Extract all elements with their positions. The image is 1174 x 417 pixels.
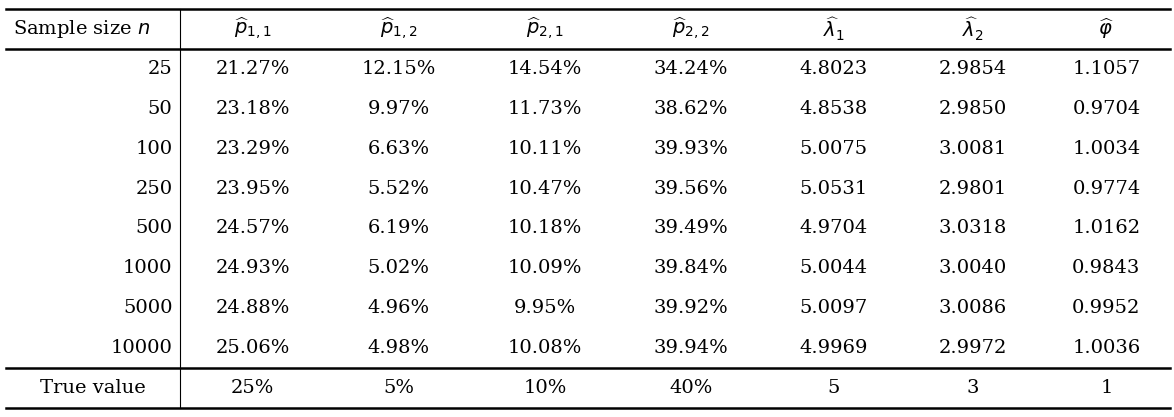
Text: 1000: 1000 — [123, 259, 173, 277]
Text: 50: 50 — [148, 100, 173, 118]
Text: 10.08%: 10.08% — [508, 339, 582, 357]
Text: 1: 1 — [1100, 379, 1113, 397]
Text: 2.9972: 2.9972 — [938, 339, 1007, 357]
Text: $\widehat{\varphi}$: $\widehat{\varphi}$ — [1099, 17, 1114, 41]
Text: 1.0162: 1.0162 — [1072, 219, 1140, 237]
Text: 3.0318: 3.0318 — [938, 219, 1007, 237]
Text: 5.02%: 5.02% — [367, 259, 430, 277]
Text: 5.0044: 5.0044 — [799, 259, 868, 277]
Text: 38.62%: 38.62% — [654, 100, 728, 118]
Text: 14.54%: 14.54% — [508, 60, 582, 78]
Text: 10.18%: 10.18% — [508, 219, 582, 237]
Text: 1.0036: 1.0036 — [1072, 339, 1140, 357]
Text: 23.95%: 23.95% — [215, 180, 290, 198]
Text: 100: 100 — [135, 140, 173, 158]
Text: 25: 25 — [148, 60, 173, 78]
Text: 39.94%: 39.94% — [654, 339, 729, 357]
Text: 5.0075: 5.0075 — [799, 140, 868, 158]
Text: 24.57%: 24.57% — [216, 219, 290, 237]
Text: 1.0034: 1.0034 — [1072, 140, 1140, 158]
Text: $\widehat{p}_{2,2}$: $\widehat{p}_{2,2}$ — [673, 16, 710, 42]
Text: $\widehat{p}_{1,2}$: $\widehat{p}_{1,2}$ — [380, 16, 418, 42]
Text: 500: 500 — [135, 219, 173, 237]
Text: 24.93%: 24.93% — [215, 259, 290, 277]
Text: 4.8023: 4.8023 — [799, 60, 868, 78]
Text: $\widehat{p}_{2,1}$: $\widehat{p}_{2,1}$ — [526, 16, 564, 42]
Text: 4.9704: 4.9704 — [799, 219, 868, 237]
Text: 5: 5 — [828, 379, 839, 397]
Text: 5.0097: 5.0097 — [799, 299, 868, 317]
Text: 10.09%: 10.09% — [508, 259, 582, 277]
Text: 9.97%: 9.97% — [367, 100, 430, 118]
Text: 10000: 10000 — [110, 339, 173, 357]
Text: 5000: 5000 — [123, 299, 173, 317]
Text: 11.73%: 11.73% — [508, 100, 582, 118]
Text: 25%: 25% — [231, 379, 275, 397]
Text: 0.9843: 0.9843 — [1072, 259, 1141, 277]
Text: 5%: 5% — [384, 379, 414, 397]
Text: 10%: 10% — [524, 379, 567, 397]
Text: Sample size $n$: Sample size $n$ — [13, 18, 150, 40]
Text: 6.19%: 6.19% — [367, 219, 430, 237]
Text: 5.0531: 5.0531 — [799, 180, 868, 198]
Text: 24.88%: 24.88% — [216, 299, 290, 317]
Text: $\widehat{\lambda}_2$: $\widehat{\lambda}_2$ — [962, 15, 984, 43]
Text: 3.0086: 3.0086 — [939, 299, 1007, 317]
Text: 21.27%: 21.27% — [216, 60, 290, 78]
Text: 39.49%: 39.49% — [654, 219, 729, 237]
Text: 4.8538: 4.8538 — [799, 100, 868, 118]
Text: 4.96%: 4.96% — [367, 299, 430, 317]
Text: 25.06%: 25.06% — [216, 339, 290, 357]
Text: 3.0081: 3.0081 — [939, 140, 1007, 158]
Text: 39.84%: 39.84% — [654, 259, 729, 277]
Text: 10.11%: 10.11% — [508, 140, 582, 158]
Text: $\widehat{p}_{1,1}$: $\widehat{p}_{1,1}$ — [234, 16, 271, 42]
Text: 2.9854: 2.9854 — [939, 60, 1007, 78]
Text: 0.9952: 0.9952 — [1072, 299, 1141, 317]
Text: 34.24%: 34.24% — [654, 60, 728, 78]
Text: 6.63%: 6.63% — [367, 140, 430, 158]
Text: 2.9801: 2.9801 — [939, 180, 1007, 198]
Text: 12.15%: 12.15% — [362, 60, 436, 78]
Text: 4.9969: 4.9969 — [799, 339, 868, 357]
Text: 40%: 40% — [669, 379, 713, 397]
Text: 1.1057: 1.1057 — [1072, 60, 1140, 78]
Text: 5.52%: 5.52% — [367, 180, 430, 198]
Text: 39.92%: 39.92% — [654, 299, 729, 317]
Text: 23.29%: 23.29% — [215, 140, 290, 158]
Text: 2.9850: 2.9850 — [939, 100, 1007, 118]
Text: 4.98%: 4.98% — [367, 339, 430, 357]
Text: 0.9774: 0.9774 — [1072, 180, 1140, 198]
Text: 39.93%: 39.93% — [654, 140, 729, 158]
Text: $\widehat{\lambda}_1$: $\widehat{\lambda}_1$ — [823, 15, 845, 43]
Text: 23.18%: 23.18% — [216, 100, 290, 118]
Text: 250: 250 — [135, 180, 173, 198]
Text: 3.0040: 3.0040 — [939, 259, 1007, 277]
Text: 39.56%: 39.56% — [654, 180, 729, 198]
Text: True value: True value — [40, 379, 146, 397]
Text: 3: 3 — [966, 379, 979, 397]
Text: 9.95%: 9.95% — [514, 299, 576, 317]
Text: 10.47%: 10.47% — [508, 180, 582, 198]
Text: 0.9704: 0.9704 — [1072, 100, 1140, 118]
